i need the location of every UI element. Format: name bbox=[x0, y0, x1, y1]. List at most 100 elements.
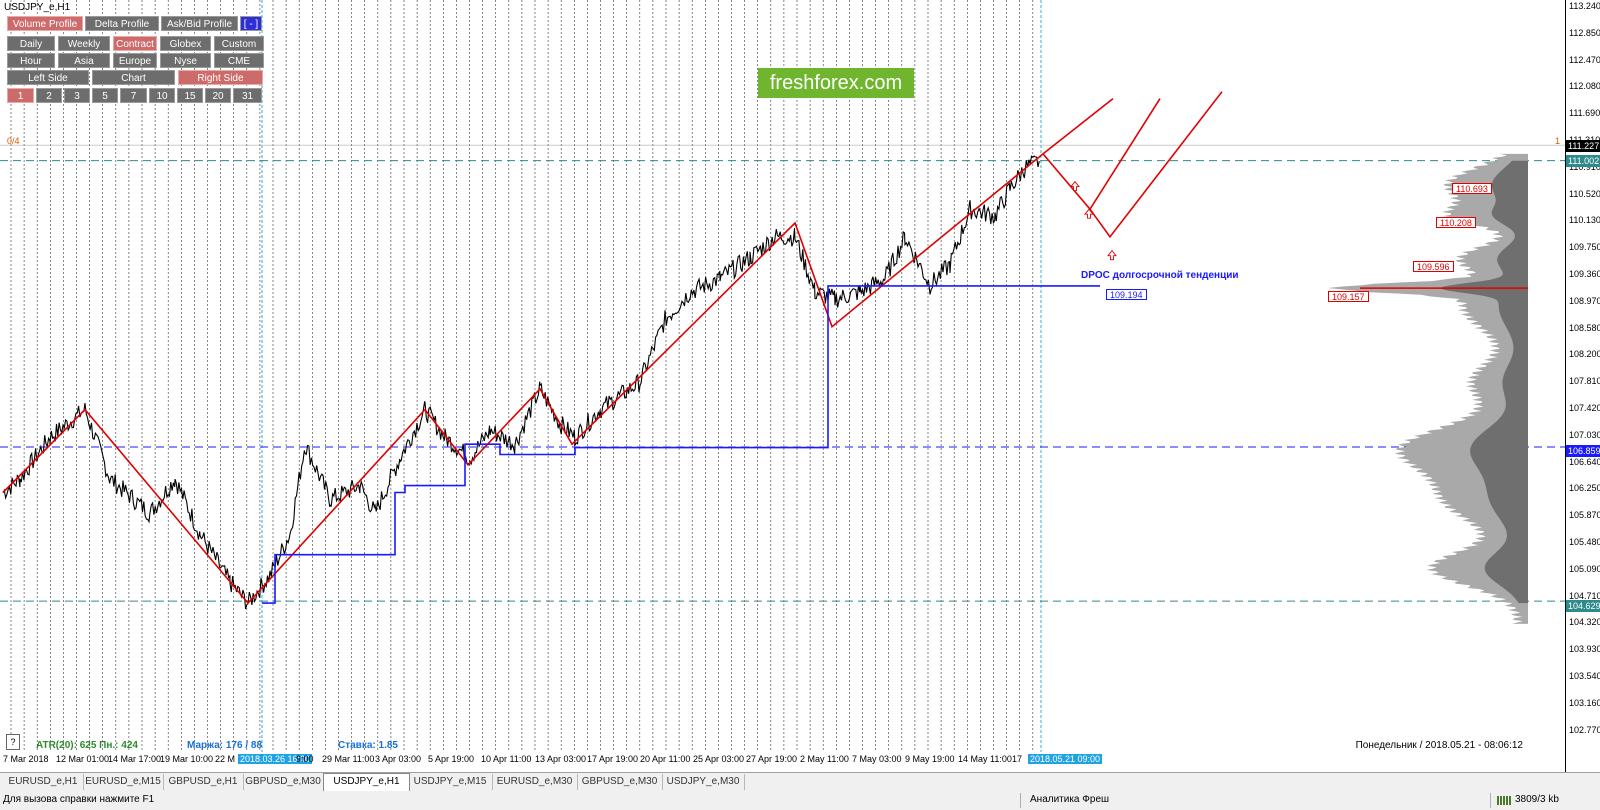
panel-button-left-side[interactable]: Left Side bbox=[7, 70, 89, 85]
level-tag-110693: 110.693 bbox=[1452, 183, 1492, 194]
panel-button-1[interactable]: 1 bbox=[7, 88, 34, 103]
corner-label-right: 1 bbox=[1555, 136, 1561, 146]
tab-usdjpy-e-h1[interactable]: USDJPY_e,H1 bbox=[323, 773, 410, 792]
date-tick: 9 May 19:00 bbox=[905, 754, 955, 764]
volume-profile-core bbox=[1440, 160, 1528, 604]
panel-button-ask-bid-profile[interactable]: Ask/Bid Profile bbox=[161, 16, 238, 31]
tab-usdjpy-e-m30[interactable]: USDJPY_e,M30 bbox=[662, 774, 745, 790]
atr-info: ATR(20): 625 Пн.: 424 bbox=[36, 740, 138, 751]
price-chart[interactable] bbox=[0, 0, 1565, 772]
panel-button-5[interactable]: 5 bbox=[92, 88, 118, 103]
panel-button-right-side[interactable]: Right Side bbox=[178, 70, 263, 85]
panel-button-globex[interactable]: Globex bbox=[160, 36, 211, 51]
price-tag: 104.629 bbox=[1566, 600, 1600, 612]
projection-line bbox=[1042, 98, 1161, 211]
panel-button-weekly[interactable]: Weekly bbox=[58, 36, 110, 51]
date-axis: 7 Mar 2018 12 Mar 01:00 14 Mar 17:00 19 Mar… bbox=[0, 754, 1565, 766]
chart-area[interactable]: USDJPY_e,H1 Volume Profile Delta Profile A… bbox=[0, 0, 1565, 772]
rate-info: Ставка: 1.85 bbox=[338, 740, 398, 751]
price-tick: 107.420 bbox=[1569, 403, 1600, 413]
date-tick: 2018.05.21 09:00 bbox=[1028, 754, 1103, 764]
price-tick: 112.470 bbox=[1569, 54, 1600, 65]
price-tag: 111.227 bbox=[1566, 140, 1600, 152]
price-tick: 108.580 bbox=[1569, 322, 1600, 333]
date-tick: 7 May 03:00 bbox=[852, 754, 902, 764]
panel-button-europe[interactable]: Europe bbox=[113, 53, 157, 68]
price-tick: 113.240 bbox=[1569, 1, 1600, 11]
panel-button-delta-profile[interactable]: Delta Profile bbox=[85, 16, 159, 31]
price-tick: 103.160 bbox=[1569, 697, 1600, 708]
price-tick: 110.130 bbox=[1569, 215, 1600, 226]
panel-button-chart[interactable]: Chart bbox=[92, 70, 175, 85]
panel-button-hour[interactable]: Hour bbox=[7, 53, 55, 68]
corner-label-left: 0/4 bbox=[7, 136, 20, 146]
help-box[interactable]: ? bbox=[6, 734, 20, 750]
margin-info: Маржа: 176 / 88 bbox=[187, 740, 263, 751]
price-tick: 107.030 bbox=[1569, 429, 1600, 440]
tab-eurusd-e-h1[interactable]: EURUSD_e,H1 bbox=[3, 774, 84, 790]
panel-button-2[interactable]: 2 bbox=[36, 88, 62, 103]
panel-button-20[interactable]: 20 bbox=[205, 88, 231, 103]
price-tick: 105.480 bbox=[1569, 537, 1600, 547]
price-tick: 107.810 bbox=[1569, 376, 1600, 387]
date-tick: 19 Mar 10:00 bbox=[160, 754, 214, 764]
chart-tabs: EURUSD_e,H1 EURUSD_e,M15 GBPUSD_e,H1 GBPUSD… bbox=[0, 772, 1600, 792]
status-separator bbox=[1020, 793, 1021, 808]
date-tick: 17 Apr 19:00 bbox=[587, 754, 639, 764]
price-tick: 110.520 bbox=[1569, 188, 1600, 199]
chart-window-title: USDJPY_e,H1 bbox=[4, 2, 71, 13]
price-tick: 105.090 bbox=[1569, 563, 1600, 574]
level-tag-109596: 109.596 bbox=[1413, 261, 1454, 272]
tab-eurusd-e-m30[interactable]: EURUSD_e,M30 bbox=[492, 774, 578, 790]
date-tick: 14 Mar 17:00 bbox=[108, 754, 162, 764]
price-tick: 102.770 bbox=[1569, 724, 1600, 735]
date-tick: 3 Apr 03:00 bbox=[375, 754, 422, 764]
panel-button-3[interactable]: 3 bbox=[64, 88, 90, 103]
up-arrow-icon bbox=[1084, 208, 1094, 219]
status-help-text: Для вызова справки нажмите F1 bbox=[3, 794, 155, 805]
date-tick: 14 May 11:00 bbox=[958, 754, 1012, 764]
panel-button-volume-profile[interactable]: Volume Profile bbox=[7, 16, 83, 31]
panel-button-15[interactable]: 15 bbox=[177, 88, 203, 103]
tab-gbpusd-e-m30[interactable]: GBPUSD_e,M30 bbox=[243, 774, 324, 790]
panel-button-31[interactable]: 31 bbox=[233, 88, 262, 103]
price-tag: 111.002 bbox=[1566, 155, 1600, 167]
date-tick: 25 Apr 03:00 bbox=[693, 754, 745, 764]
price-tag: 106.859 bbox=[1566, 445, 1600, 457]
tab-gbpusd-e-h1[interactable]: GBPUSD_e,H1 bbox=[163, 774, 244, 790]
up-arrow-icon bbox=[1070, 180, 1080, 191]
zigzag-line bbox=[2, 153, 1044, 605]
dpoc-label: DPOC долгосрочной тенденции bbox=[1081, 270, 1239, 281]
status-profile: Аналитика Фреш bbox=[1030, 794, 1110, 805]
price-tick: 112.080 bbox=[1569, 81, 1600, 92]
panel-button-[interactable]: [ - ] bbox=[240, 16, 262, 31]
panel-button-contract[interactable]: Contract bbox=[113, 36, 157, 51]
level-tag-110208: 110.208 bbox=[1436, 217, 1476, 228]
date-tick: 27 Apr 19:00 bbox=[746, 754, 798, 764]
price-tick: 108.200 bbox=[1569, 349, 1600, 360]
volume-profile bbox=[1327, 153, 1528, 624]
panel-button-custom[interactable]: Custom bbox=[214, 36, 264, 51]
date-tick: 2 May 11:00 bbox=[800, 754, 849, 764]
tab-eurusd-e-m15[interactable]: EURUSD_e,M15 bbox=[83, 774, 164, 790]
tab-usdjpy-e-m15[interactable]: USDJPY_e,M15 bbox=[408, 774, 493, 790]
panel-button-cme[interactable]: CME bbox=[214, 53, 264, 68]
tab-gbpusd-e-m30[interactable]: GBPUSD_e,M30 bbox=[577, 774, 663, 790]
panel-button-10[interactable]: 10 bbox=[149, 88, 175, 103]
panel-button-daily[interactable]: Daily bbox=[7, 36, 55, 51]
connection-icon bbox=[1497, 796, 1511, 805]
level-tag-109157: 109.157 bbox=[1328, 291, 1369, 302]
price-axis[interactable]: 113.240112.850112.470112.080111.690111.3… bbox=[1565, 0, 1600, 772]
price-tick: 103.930 bbox=[1569, 644, 1600, 655]
panel-button-nyse[interactable]: Nyse bbox=[160, 53, 211, 68]
date-tick: 29 Mar 11:00 bbox=[322, 754, 375, 764]
date-tick: 22 M bbox=[215, 754, 236, 764]
date-tick: 9:00 bbox=[296, 754, 314, 764]
up-arrow-icon bbox=[1107, 249, 1117, 261]
panel-button-asia[interactable]: Asia bbox=[58, 53, 110, 68]
panel-button-7[interactable]: 7 bbox=[120, 88, 147, 103]
date-tick: 7 Mar 2018 bbox=[3, 754, 49, 764]
date-tick: 12 Mar 01:00 bbox=[56, 754, 110, 764]
status-separator bbox=[1490, 793, 1491, 808]
date-tick: 13 Apr 03:00 bbox=[535, 754, 587, 764]
